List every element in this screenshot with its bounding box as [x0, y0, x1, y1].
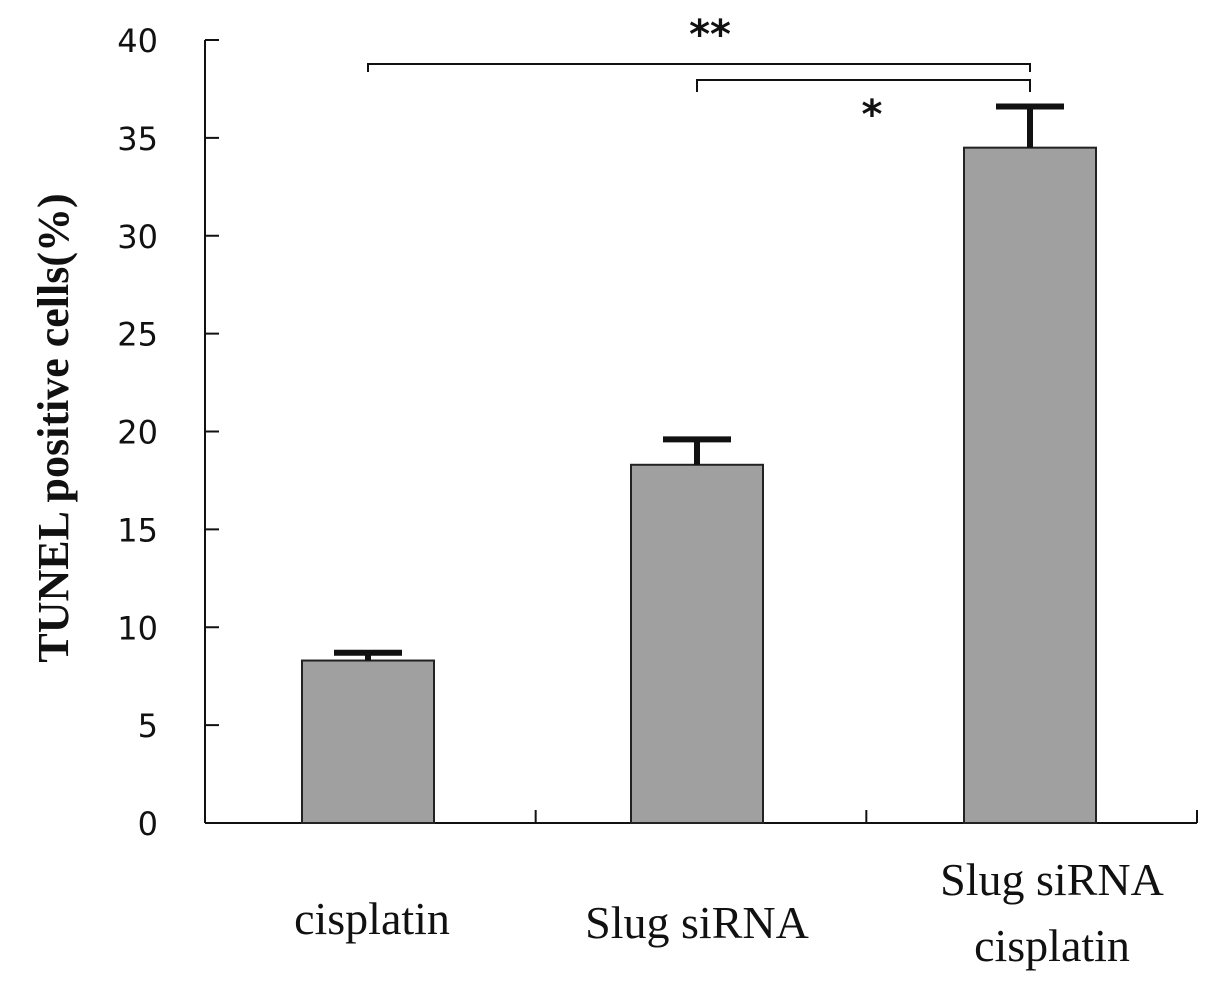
bars [301, 146, 1097, 825]
category-label: Slug siRNA [940, 854, 1164, 905]
y-tick-label: 30 [117, 218, 158, 256]
y-tick-label: 20 [117, 414, 158, 452]
y-tick-label: 5 [138, 707, 158, 745]
y-axis-label: TUNEL positive cells(%) [29, 193, 78, 662]
y-ticks: 0 5 10 15 20 25 30 35 40 [117, 22, 219, 843]
significance-label: * [862, 92, 883, 138]
bar [301, 659, 435, 825]
category-labels: cisplatin Slug siRNA Slug siRNA cisplatin [294, 854, 1164, 971]
y-tick-label: 25 [117, 316, 158, 354]
y-tick-label: 35 [117, 120, 158, 158]
y-tick-label: 15 [117, 511, 158, 549]
y-tick-label: 0 [138, 805, 158, 843]
category-label: cisplatin [974, 920, 1130, 971]
category-label: cisplatin [294, 893, 450, 944]
error-bars [334, 103, 1064, 661]
y-tick-label: 40 [117, 22, 158, 60]
significance-brackets: *** [367, 12, 1031, 138]
x-ticks [534, 810, 1198, 823]
significance-bracket [367, 63, 1031, 72]
bar [630, 463, 764, 824]
significance-bracket [696, 79, 1031, 92]
bar [963, 146, 1097, 825]
significance-label: ** [689, 12, 731, 58]
category-label: Slug siRNA [585, 897, 809, 948]
y-tick-label: 10 [117, 609, 158, 647]
